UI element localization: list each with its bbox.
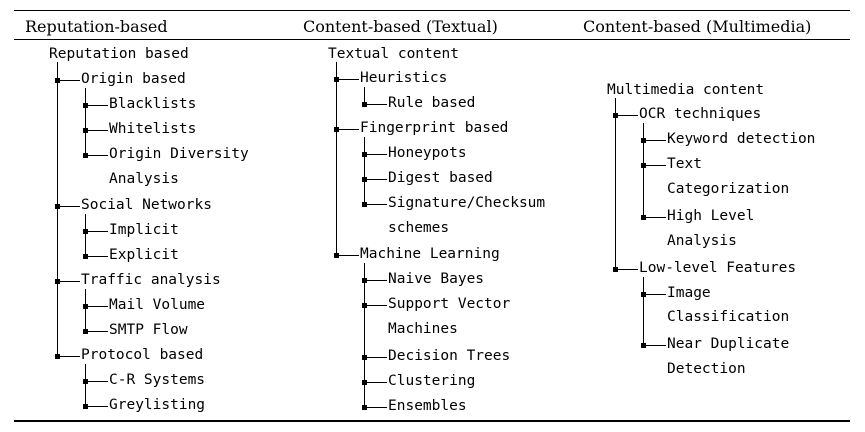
node-decision-trees: Decision Trees	[388, 348, 511, 364]
node-blacklists: Blacklists	[109, 96, 197, 112]
node-image-classification: Image	[667, 285, 711, 301]
node-signature-checksum-cont: schemes	[388, 220, 450, 236]
node-text-categorization-cont: Categorization	[667, 181, 790, 197]
node-high-level-analysis: High Level	[667, 208, 755, 224]
node-explicit: Explicit	[109, 247, 179, 263]
node-high-level-analysis-cont: Analysis	[667, 233, 737, 249]
node-whitelists: Whitelists	[109, 121, 197, 137]
node-multimedia-root: Multimedia content	[607, 82, 765, 98]
node-near-duplicate-cont: Detection	[667, 361, 746, 377]
node-support-vector-cont: Machines	[388, 321, 458, 337]
header-multimedia: Content-based (Multimedia)	[583, 17, 812, 36]
node-support-vector: Support Vector	[388, 296, 511, 312]
header-reputation: Reputation-based	[25, 17, 168, 36]
node-near-duplicate: Near Duplicate	[667, 336, 790, 352]
node-image-classification-cont: Classification	[667, 309, 790, 325]
node-smtp-flow: SMTP Flow	[109, 322, 188, 338]
node-clustering: Clustering	[388, 373, 476, 389]
node-origin-diversity: Origin Diversity	[109, 146, 249, 162]
node-traffic-analysis: Traffic analysis	[81, 272, 221, 288]
node-signature-checksum: Signature/Checksum	[388, 195, 546, 211]
node-fingerprint-based: Fingerprint based	[360, 120, 509, 136]
node-digest-based: Digest based	[388, 170, 493, 186]
node-keyword-detection: Keyword detection	[667, 131, 816, 147]
node-greylisting: Greylisting	[109, 397, 206, 413]
node-text-categorization: Text	[667, 156, 702, 172]
node-low-level-features: Low-level Features	[639, 260, 797, 276]
node-mail-volume: Mail Volume	[109, 297, 206, 313]
node-cr-systems: C-R Systems	[109, 372, 206, 388]
node-machine-learning: Machine Learning	[360, 246, 500, 262]
node-ensembles: Ensembles	[388, 398, 467, 414]
node-reputation-root: Reputation based	[49, 46, 189, 62]
node-ocr-techniques: OCR techniques	[639, 106, 762, 122]
top-rule	[14, 10, 850, 11]
node-social-networks: Social Networks	[81, 197, 212, 213]
node-protocol-based: Protocol based	[81, 347, 204, 363]
header-textual: Content-based (Textual)	[303, 17, 498, 36]
node-naive-bayes: Naive Bayes	[388, 271, 485, 287]
node-honeypots: Honeypots	[388, 145, 467, 161]
node-origin-diversity-cont: Analysis	[109, 171, 179, 187]
bottom-rule	[14, 420, 850, 422]
header-rule	[14, 39, 850, 40]
node-textual-root: Textual content	[328, 46, 459, 62]
node-rule-based: Rule based	[388, 95, 476, 111]
node-heuristics: Heuristics	[360, 70, 448, 86]
node-implicit: Implicit	[109, 222, 179, 238]
node-origin-based: Origin based	[81, 71, 186, 87]
